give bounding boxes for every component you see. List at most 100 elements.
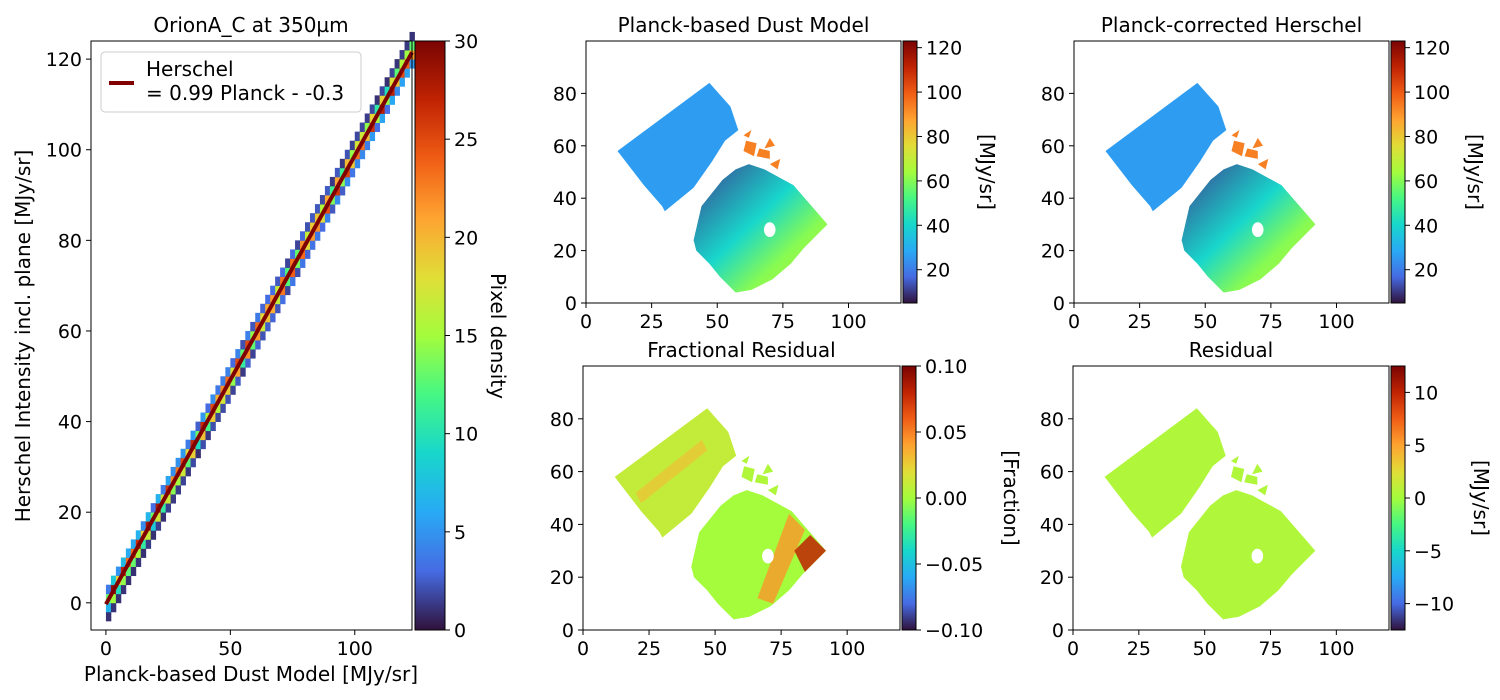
map-fragment <box>769 158 781 170</box>
x-tick-label: 100 <box>337 638 373 660</box>
y-tick-label: 80 <box>1040 409 1064 431</box>
x-tick-label: 0 <box>580 311 592 333</box>
corrected-herschel-colorbar-label: [MJy/sr] <box>1463 134 1487 210</box>
density-bin <box>364 113 371 123</box>
x-tick-label: 25 <box>640 311 664 333</box>
density-bin <box>349 140 356 151</box>
density-bin <box>195 448 201 459</box>
density-bin <box>319 222 326 232</box>
map-fragment <box>762 463 774 475</box>
fit-line <box>104 51 414 606</box>
density-bin <box>130 539 137 549</box>
colorbar-tick-label: −5 <box>1414 541 1442 563</box>
colorbar-fill <box>902 366 916 630</box>
density-bin <box>195 439 201 450</box>
density-bin <box>190 430 196 441</box>
density-bin <box>394 68 400 78</box>
density-bin <box>404 68 410 78</box>
y-tick-label: 40 <box>553 188 577 210</box>
density-bin <box>374 122 381 133</box>
corrected-herschel-title: Planck-corrected Herschel <box>1101 13 1362 37</box>
map-fragment <box>1257 158 1269 170</box>
density-bin <box>145 530 152 540</box>
x-tick-label: 100 <box>1318 638 1354 660</box>
fractional-residual-panel: Fractional Residual 0 25 50 75 100 0 20 40 60 80 −0… <box>550 338 1023 660</box>
density-bin <box>300 249 306 259</box>
density-bin <box>359 149 366 160</box>
density-bin <box>210 412 216 422</box>
fractional-residual-colorbar-label: [Fraction] <box>999 450 1023 545</box>
density-bin <box>314 213 321 223</box>
density-bin <box>155 512 162 522</box>
density-bin <box>260 330 266 341</box>
y-tick-label: 40 <box>550 514 574 536</box>
density-bin <box>160 485 167 495</box>
map-fragment <box>1244 474 1258 485</box>
scatter-density-panel: OrionA_C at 350µm 0 50 100 020406080100120… <box>11 13 510 686</box>
density-bin <box>210 394 216 404</box>
map-fragment <box>754 474 768 485</box>
density-bin <box>200 412 206 422</box>
density-bin <box>295 258 301 268</box>
y-tick-label: 0 <box>565 293 577 315</box>
y-tick-label: 40 <box>1041 188 1065 210</box>
y-tick-label: 40 <box>1040 514 1064 536</box>
scatter-x-ticks: 0 50 100 <box>100 630 373 660</box>
density-bin <box>205 421 211 432</box>
density-bin <box>200 439 206 450</box>
density-bin <box>379 86 386 96</box>
legend-box <box>100 51 362 113</box>
y-tick-label: 120 <box>46 49 82 71</box>
y-tick-label: 80 <box>550 409 574 431</box>
density-bin <box>364 122 371 133</box>
colorbar-fill <box>415 41 445 630</box>
density-bin <box>140 548 147 558</box>
legend-entry-label: Herschel = 0.99 Planck - -0.3 <box>146 57 344 105</box>
map-hole <box>762 548 774 564</box>
map-residual-streak <box>635 439 708 504</box>
density-bin <box>250 321 256 332</box>
residual-frame <box>1072 365 1390 631</box>
y-tick-label: 60 <box>550 462 574 484</box>
density-bin <box>145 512 152 522</box>
density-bin <box>165 503 172 513</box>
colorbar-tick-label: 0 <box>454 620 466 642</box>
density-bin <box>329 185 336 196</box>
y-tick-label: 80 <box>1041 83 1065 105</box>
density-bin <box>165 494 172 504</box>
y-tick-label: 0 <box>1052 620 1064 642</box>
density-bin <box>399 50 405 60</box>
x-tick-label: 50 <box>1193 311 1217 333</box>
density-bin <box>319 204 326 214</box>
density-bin <box>369 113 376 123</box>
density-bin <box>245 358 251 368</box>
density-bin <box>369 104 376 114</box>
density-bin <box>394 86 400 96</box>
density-bin <box>185 466 191 477</box>
density-bin <box>339 185 346 196</box>
density-bin <box>235 349 241 359</box>
density-bin <box>255 312 261 323</box>
scatter-legend: Herschel = 0.99 Planck - -0.3 <box>100 51 362 113</box>
density-bin <box>309 213 316 223</box>
density-bin <box>250 349 256 359</box>
map-fragment <box>743 130 752 138</box>
map-hole <box>763 222 776 237</box>
density-bin <box>329 176 336 187</box>
legend-entry-line-1: Herschel <box>146 57 234 81</box>
density-bin <box>180 448 186 459</box>
x-tick-label: 50 <box>218 638 242 660</box>
colorbar-tick-label: 100 <box>926 82 962 104</box>
y-tick-label: 80 <box>58 230 82 252</box>
density-bin <box>275 276 281 287</box>
colorbar-tick-label: 30 <box>454 31 478 53</box>
colorbar-fill <box>1391 41 1405 303</box>
density-bin <box>235 376 241 386</box>
colorbar-tick-label: 10 <box>1414 382 1438 404</box>
density-bin <box>255 330 261 341</box>
residual-colorbar-label: [MJy/sr] <box>1469 460 1493 536</box>
density-bin <box>105 584 112 595</box>
density-bin <box>374 95 381 105</box>
density-bin <box>130 566 137 577</box>
density-bin <box>240 367 246 377</box>
